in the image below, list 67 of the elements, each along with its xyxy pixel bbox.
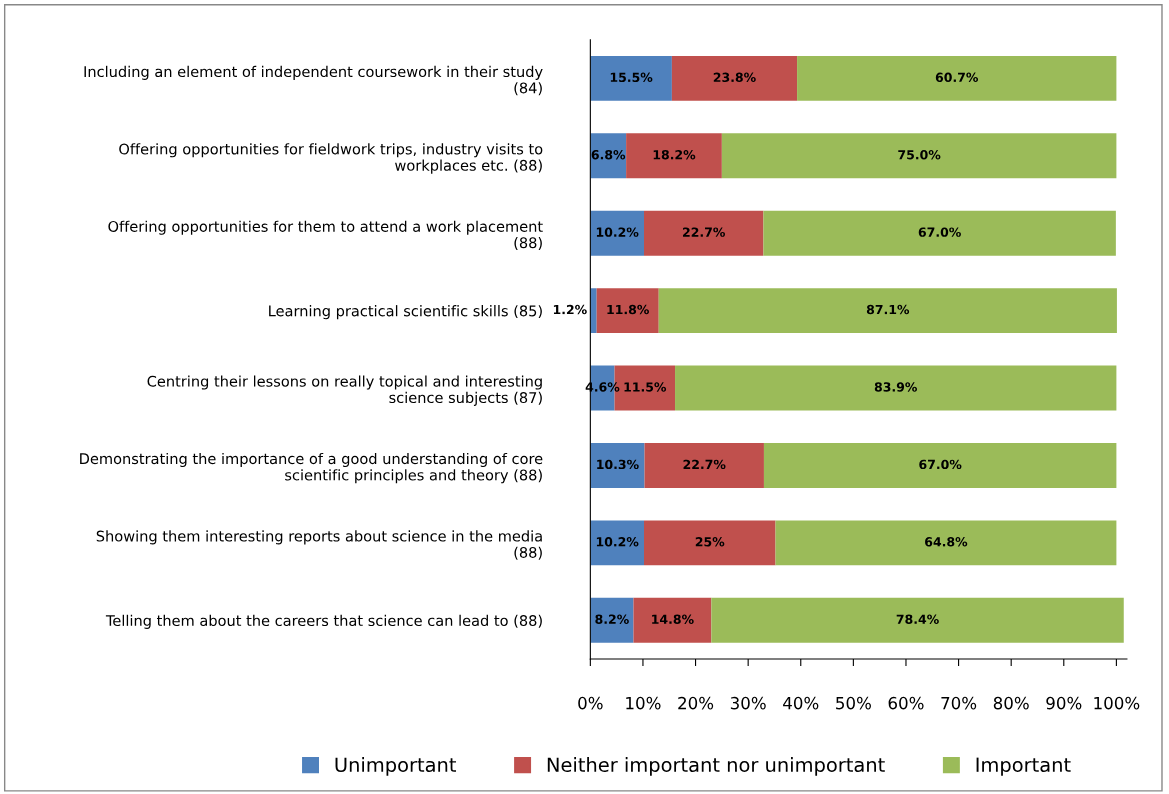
data-label: 6.8%	[591, 149, 626, 160]
data-label: 15.5%	[610, 72, 653, 83]
x-tick-label: 0%	[578, 696, 603, 710]
bar	[644, 520, 776, 566]
bar	[763, 443, 1117, 488]
y-tick-label: Offering opportunities for fieldwork trips, industry visits to workplaces etc. (88)	[119, 143, 543, 174]
x-tick-label: 60%	[888, 696, 924, 710]
y-tick-label: Including an element of independent coursework in their study (84)	[84, 65, 543, 96]
x-tick-label: 30%	[730, 696, 766, 710]
bar	[721, 133, 1117, 179]
bar	[590, 520, 644, 566]
data-label: 14.8%	[652, 614, 694, 624]
legend-label: Neither important nor unimportant	[547, 757, 885, 776]
data-label: 83.9%	[874, 382, 917, 392]
y-tick-label: Offering opportunities for them to attend a work placement (88)	[108, 220, 543, 250]
data-label: 11.8%	[607, 304, 649, 315]
bar	[590, 133, 627, 179]
bar	[590, 210, 644, 256]
data-label: 23.8%	[713, 72, 756, 83]
legend-label: Important	[976, 757, 1071, 776]
y-tick-label: Telling them about the careers that science can lead to (88)	[105, 614, 542, 629]
data-label: 75.0%	[898, 149, 941, 160]
y-tick-label: Demonstrating the importance of a good understanding of core scientific principles and theory (88)	[80, 452, 543, 484]
bar	[671, 55, 798, 101]
data-label: 10.3%	[597, 459, 639, 470]
y-tick-label: Showing them interesting reports about science in the media (88)	[96, 530, 542, 560]
data-label: 60.7%	[935, 72, 979, 83]
x-tick-label: 50%	[836, 696, 871, 710]
data-label: 64.8%	[925, 537, 968, 547]
bar	[590, 55, 672, 101]
y-tick-label: Learning practical scientific skills (85)	[269, 305, 542, 320]
data-label: 67.0%	[918, 227, 961, 237]
x-tick-label: 10%	[626, 696, 661, 710]
data-label: 1.2%	[553, 304, 587, 315]
bar	[590, 443, 645, 488]
bar	[797, 55, 1117, 101]
x-tick-label: 20%	[678, 696, 714, 710]
bar	[644, 443, 764, 488]
data-label: 87.1%	[866, 304, 910, 315]
data-label: 22.7%	[683, 459, 726, 470]
data-label: 25%	[695, 537, 725, 547]
data-label: 10.2%	[596, 227, 639, 237]
bar	[711, 597, 1124, 643]
data-label: 10.2%	[596, 537, 639, 547]
x-tick-label: 40%	[783, 696, 819, 710]
bar	[590, 597, 634, 643]
bar	[763, 210, 1116, 256]
x-tick-label: 90%	[1046, 696, 1082, 710]
x-tick-label: 80%	[993, 696, 1029, 710]
bar	[675, 365, 1117, 411]
bar	[590, 288, 597, 334]
y-tick-label: Centring their lessons on really topical and interesting science subjects (87)	[147, 375, 542, 406]
x-tick-label: 70%	[941, 696, 977, 710]
data-label: 67.0%	[919, 459, 962, 470]
bar	[775, 520, 1117, 566]
legend-label: Unimportant	[335, 757, 457, 776]
data-label: 11.5%	[624, 382, 667, 392]
data-label: 8.2%	[595, 614, 629, 624]
bar	[658, 288, 1117, 334]
bar	[644, 210, 764, 256]
data-label: 78.4%	[896, 614, 939, 624]
x-tick-label: 100%	[1094, 696, 1140, 710]
bar	[596, 288, 659, 334]
data-label: 22.7%	[683, 227, 725, 237]
bar	[626, 133, 722, 179]
bar	[633, 597, 712, 643]
data-label: 18.2%	[653, 149, 696, 160]
